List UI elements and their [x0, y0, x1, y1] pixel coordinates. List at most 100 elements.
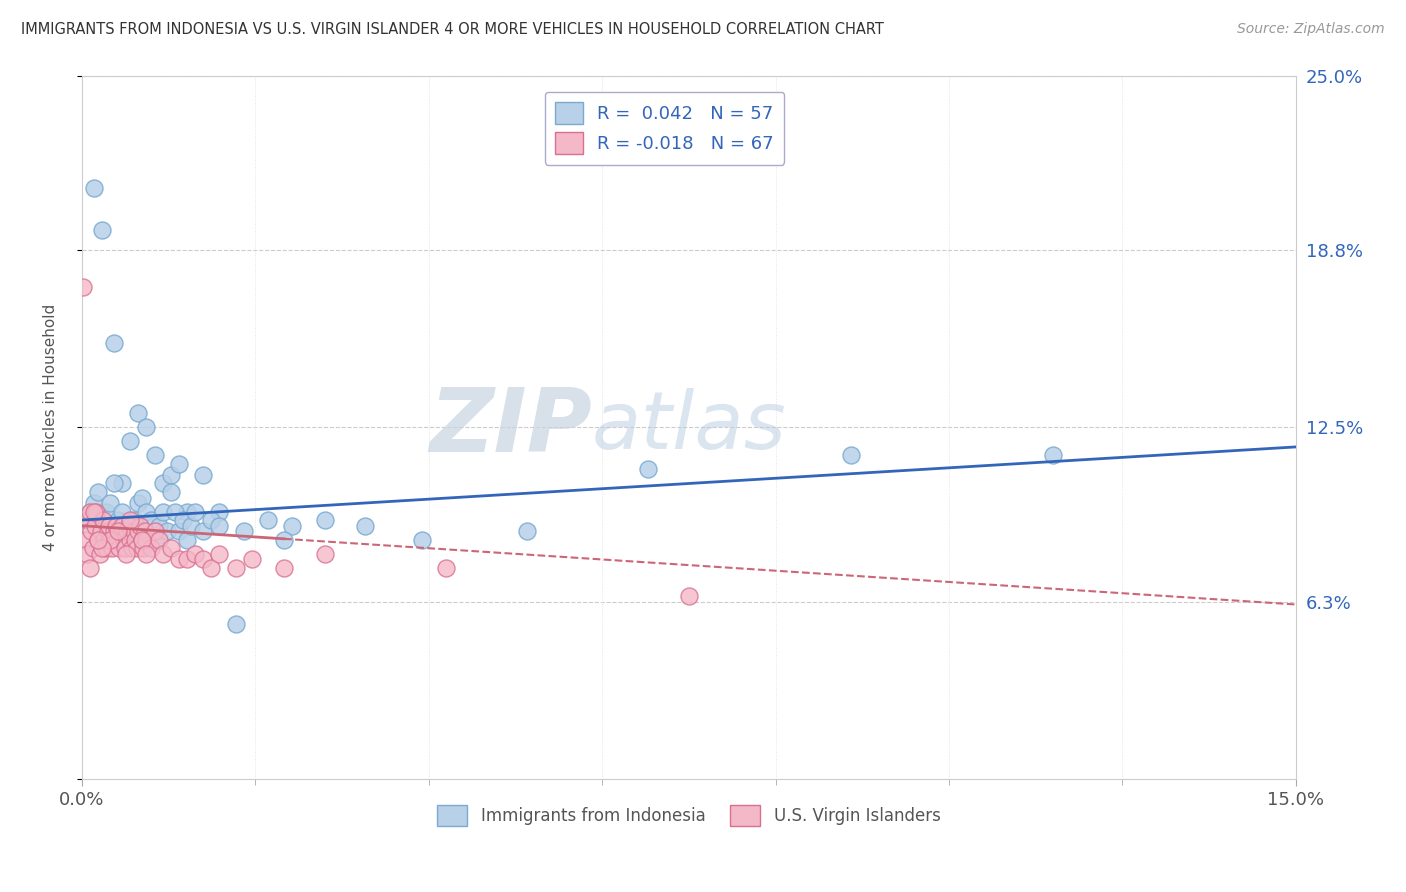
- Point: [273, 561, 295, 575]
- Point: [139, 541, 162, 556]
- Point: [135, 547, 157, 561]
- Point: [115, 547, 138, 561]
- Point: [191, 468, 214, 483]
- Point: [131, 491, 153, 505]
- Point: [1042, 448, 1064, 462]
- Point: [79, 561, 101, 575]
- Point: [232, 524, 254, 539]
- Point: [257, 513, 280, 527]
- Point: [127, 406, 149, 420]
- Point: [200, 561, 222, 575]
- Text: IMMIGRANTS FROM INDONESIA VS U.S. VIRGIN ISLANDER 4 OR MORE VEHICLES IN HOUSEHOL: IMMIGRANTS FROM INDONESIA VS U.S. VIRGIN…: [21, 22, 884, 37]
- Point: [191, 524, 214, 539]
- Point: [83, 505, 105, 519]
- Point: [167, 457, 190, 471]
- Point: [110, 524, 132, 539]
- Point: [159, 484, 181, 499]
- Legend: Immigrants from Indonesia, U.S. Virgin Islanders: Immigrants from Indonesia, U.S. Virgin I…: [429, 797, 949, 834]
- Point: [115, 524, 138, 539]
- Y-axis label: 4 or more Vehicles in Household: 4 or more Vehicles in Household: [44, 303, 58, 551]
- Point: [120, 513, 142, 527]
- Point: [94, 541, 117, 556]
- Point: [83, 518, 105, 533]
- Point: [83, 496, 105, 510]
- Point: [79, 505, 101, 519]
- Point: [104, 518, 127, 533]
- Point: [98, 496, 121, 510]
- Point: [82, 541, 104, 556]
- Point: [93, 533, 115, 547]
- Point: [134, 524, 156, 539]
- Point: [107, 524, 129, 539]
- Point: [94, 505, 117, 519]
- Point: [73, 533, 96, 547]
- Point: [83, 181, 105, 195]
- Point: [121, 541, 143, 556]
- Point: [98, 518, 121, 533]
- Point: [122, 524, 145, 539]
- Point: [80, 524, 103, 539]
- Point: [200, 513, 222, 527]
- Point: [127, 496, 149, 510]
- Point: [176, 533, 198, 547]
- Point: [159, 468, 181, 483]
- Point: [176, 552, 198, 566]
- Point: [143, 533, 166, 547]
- Point: [132, 541, 155, 556]
- Point: [107, 513, 129, 527]
- Point: [72, 279, 94, 293]
- Point: [120, 533, 142, 547]
- Point: [240, 552, 263, 566]
- Point: [637, 462, 659, 476]
- Point: [184, 547, 207, 561]
- Point: [112, 533, 135, 547]
- Point: [208, 518, 231, 533]
- Point: [434, 561, 457, 575]
- Point: [125, 541, 148, 556]
- Point: [143, 448, 166, 462]
- Point: [139, 513, 162, 527]
- Point: [101, 541, 124, 556]
- Text: Source: ZipAtlas.com: Source: ZipAtlas.com: [1237, 22, 1385, 37]
- Point: [105, 533, 128, 547]
- Point: [87, 533, 110, 547]
- Point: [124, 533, 146, 547]
- Point: [90, 524, 112, 539]
- Point: [114, 541, 136, 556]
- Point: [208, 505, 231, 519]
- Point: [124, 513, 146, 527]
- Point: [120, 434, 142, 449]
- Text: atlas: atlas: [592, 388, 786, 467]
- Point: [152, 547, 174, 561]
- Point: [111, 518, 134, 533]
- Point: [148, 518, 170, 533]
- Point: [98, 533, 121, 547]
- Point: [273, 533, 295, 547]
- Point: [172, 513, 194, 527]
- Point: [184, 505, 207, 519]
- Point: [678, 589, 700, 603]
- Text: ZIP: ZIP: [429, 384, 592, 471]
- Point: [152, 476, 174, 491]
- Point: [281, 518, 304, 533]
- Point: [91, 541, 114, 556]
- Point: [156, 524, 179, 539]
- Point: [91, 518, 114, 533]
- Point: [314, 547, 336, 561]
- Point: [159, 541, 181, 556]
- Point: [76, 547, 98, 561]
- Point: [120, 533, 142, 547]
- Point: [167, 552, 190, 566]
- Point: [75, 513, 97, 527]
- Point: [91, 223, 114, 237]
- Point: [127, 524, 149, 539]
- Point: [77, 513, 100, 527]
- Point: [411, 533, 433, 547]
- Point: [103, 335, 125, 350]
- Point: [87, 484, 110, 499]
- Point: [152, 505, 174, 519]
- Point: [354, 518, 377, 533]
- Point: [163, 505, 186, 519]
- Point: [191, 552, 214, 566]
- Point: [143, 524, 166, 539]
